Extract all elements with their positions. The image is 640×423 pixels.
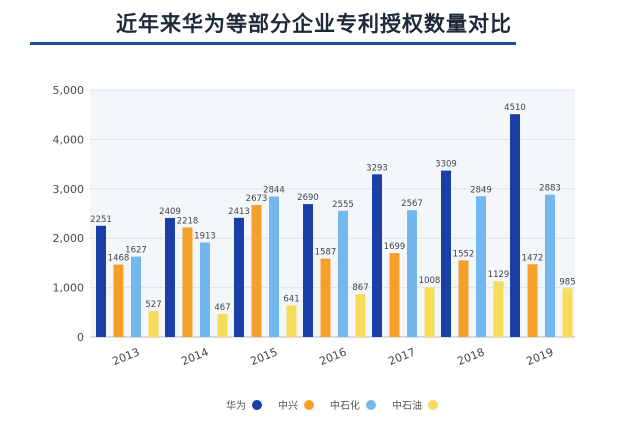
bar-2015-series-0 bbox=[234, 217, 244, 337]
legend-item-zte: 中兴 bbox=[278, 397, 314, 412]
legend-label: 中兴 bbox=[278, 401, 298, 412]
data-label: 1587 bbox=[315, 248, 337, 258]
bar-2013-series-1 bbox=[113, 264, 124, 337]
bar-2016-series-1 bbox=[320, 258, 331, 337]
data-label: 1472 bbox=[522, 253, 544, 263]
x-tick-label: 2014 bbox=[180, 345, 211, 368]
bar-2018-series-3 bbox=[493, 281, 504, 337]
data-label: 1468 bbox=[108, 254, 130, 264]
legend-item-petrochina: 中石油 bbox=[392, 397, 438, 412]
data-label: 2413 bbox=[228, 207, 250, 217]
data-label: 641 bbox=[283, 294, 299, 304]
data-label: 2690 bbox=[297, 193, 319, 203]
bar-2017-series-1 bbox=[389, 253, 400, 337]
data-label: 1913 bbox=[194, 231, 216, 241]
legend-label: 华为 bbox=[226, 401, 246, 412]
bar-2015-series-1 bbox=[251, 204, 262, 337]
data-label: 3309 bbox=[435, 160, 457, 170]
bar-2016-series-2 bbox=[338, 210, 348, 337]
y-tick-label: 3,000 bbox=[53, 183, 85, 196]
data-label: 2555 bbox=[332, 200, 354, 210]
bar-2015-series-3 bbox=[286, 305, 297, 337]
data-label: 4510 bbox=[504, 103, 526, 113]
y-tick-label: 2,000 bbox=[53, 232, 85, 245]
bar-2019-series-3 bbox=[562, 288, 573, 337]
bar-2014-series-0 bbox=[165, 217, 175, 337]
x-tick-label: 2018 bbox=[456, 345, 487, 368]
x-tick-label: 2016 bbox=[318, 345, 349, 368]
bar-2013-series-3 bbox=[148, 310, 159, 337]
data-label: 467 bbox=[214, 303, 230, 313]
legend-item-huawei: 华为 bbox=[226, 397, 262, 412]
bar-2019-series-0 bbox=[510, 114, 520, 338]
legend-label: 中石化 bbox=[330, 401, 360, 412]
bar-2013-series-0 bbox=[96, 225, 106, 337]
legend-label: 中石油 bbox=[392, 401, 422, 412]
data-label: 1008 bbox=[419, 276, 441, 286]
legend-swatch bbox=[366, 399, 376, 410]
legend-swatch bbox=[428, 399, 438, 410]
data-label: 2673 bbox=[246, 194, 268, 204]
data-label: 2844 bbox=[263, 186, 285, 196]
data-label: 527 bbox=[145, 300, 161, 310]
bar-2014-series-1 bbox=[182, 227, 193, 337]
data-label: 2409 bbox=[159, 207, 181, 217]
title-underline bbox=[30, 42, 516, 45]
y-tick-label: 4,000 bbox=[53, 133, 85, 146]
bar-2017-series-2 bbox=[407, 210, 417, 337]
bar-2018-series-0 bbox=[441, 170, 451, 337]
data-label: 1129 bbox=[488, 270, 510, 280]
legend-swatch bbox=[252, 399, 262, 410]
bar-2017-series-3 bbox=[424, 287, 435, 337]
bar-2014-series-3 bbox=[217, 313, 228, 337]
x-tick-label: 2019 bbox=[525, 345, 556, 368]
y-tick-label: 0 bbox=[77, 331, 84, 344]
chart-title: 近年来华为等部分企业专利授权数量对比 bbox=[116, 12, 512, 36]
data-label: 2251 bbox=[90, 215, 112, 225]
data-label: 2849 bbox=[470, 185, 492, 195]
bar-2014-series-2 bbox=[200, 242, 210, 337]
legend-item-sinopec: 中石化 bbox=[330, 397, 376, 412]
data-label: 2218 bbox=[177, 216, 199, 226]
data-label: 1699 bbox=[384, 242, 406, 252]
data-label: 1552 bbox=[453, 249, 475, 259]
x-tick-label: 2017 bbox=[387, 345, 418, 368]
y-tick-label: 1,000 bbox=[53, 282, 85, 295]
legend-swatch bbox=[304, 399, 314, 410]
x-tick-label: 2013 bbox=[111, 345, 142, 368]
bar-2016-series-0 bbox=[303, 204, 313, 337]
bar-2018-series-2 bbox=[476, 196, 486, 337]
data-label: 2883 bbox=[539, 184, 561, 194]
data-label: 3293 bbox=[366, 163, 388, 173]
bar-2019-series-1 bbox=[527, 264, 538, 337]
y-tick-label: 5,000 bbox=[53, 84, 85, 97]
data-label: 1627 bbox=[125, 246, 147, 256]
data-label: 2567 bbox=[401, 199, 423, 209]
x-tick-label: 2015 bbox=[249, 345, 280, 368]
data-label: 867 bbox=[352, 283, 368, 293]
bar-2019-series-2 bbox=[545, 194, 555, 337]
legend: 华为 中兴 中石化 中石油 bbox=[226, 397, 438, 412]
data-label: 985 bbox=[559, 277, 575, 287]
bar-2018-series-1 bbox=[458, 260, 469, 337]
bar-2013-series-2 bbox=[131, 256, 141, 337]
bar-2015-series-2 bbox=[269, 196, 279, 337]
bar-2016-series-3 bbox=[355, 294, 366, 337]
bar-2017-series-0 bbox=[372, 174, 382, 337]
